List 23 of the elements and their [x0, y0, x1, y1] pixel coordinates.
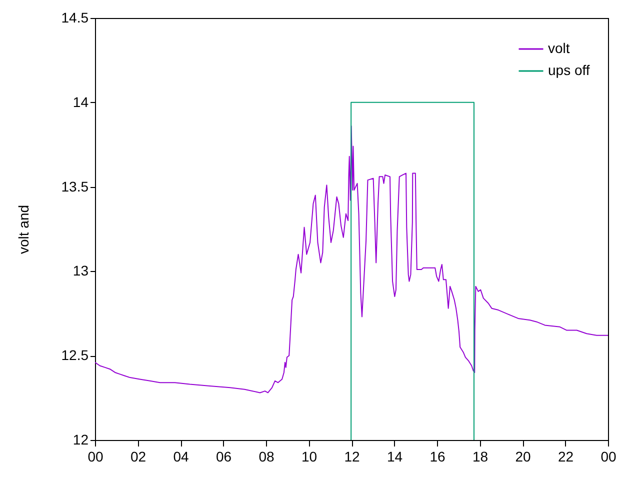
y-axis-title: volt and — [15, 204, 32, 254]
line-series — [95, 126, 608, 394]
y-tick-label: 13 — [72, 262, 89, 279]
x-tick-label: 02 — [130, 448, 146, 464]
x-tick-label: 00 — [600, 448, 616, 464]
x-tick-label: 06 — [216, 448, 232, 464]
x-tick-label: 12 — [344, 448, 360, 464]
y-tick-label: 12.5 — [61, 347, 89, 364]
x-tick-label: 16 — [430, 448, 446, 464]
y-tick-label: 13.5 — [61, 178, 89, 194]
x-tick-label: 04 — [173, 448, 189, 464]
legend-label: ups off — [548, 62, 590, 78]
x-tick-label: 20 — [515, 448, 531, 464]
x-tick-label: 18 — [472, 448, 488, 464]
x-tick-label: 14 — [386, 448, 403, 464]
x-tick-label: 00 — [88, 448, 104, 464]
x-tick-label: 22 — [558, 448, 574, 464]
y-tick-label: 14.5 — [61, 10, 89, 26]
legend-label: volt — [548, 40, 570, 56]
y-tick-label: 12 — [72, 432, 89, 448]
x-tick-label: 10 — [301, 448, 318, 464]
y-tick-label: 14 — [72, 94, 89, 110]
x-tick-label: 08 — [258, 448, 274, 464]
